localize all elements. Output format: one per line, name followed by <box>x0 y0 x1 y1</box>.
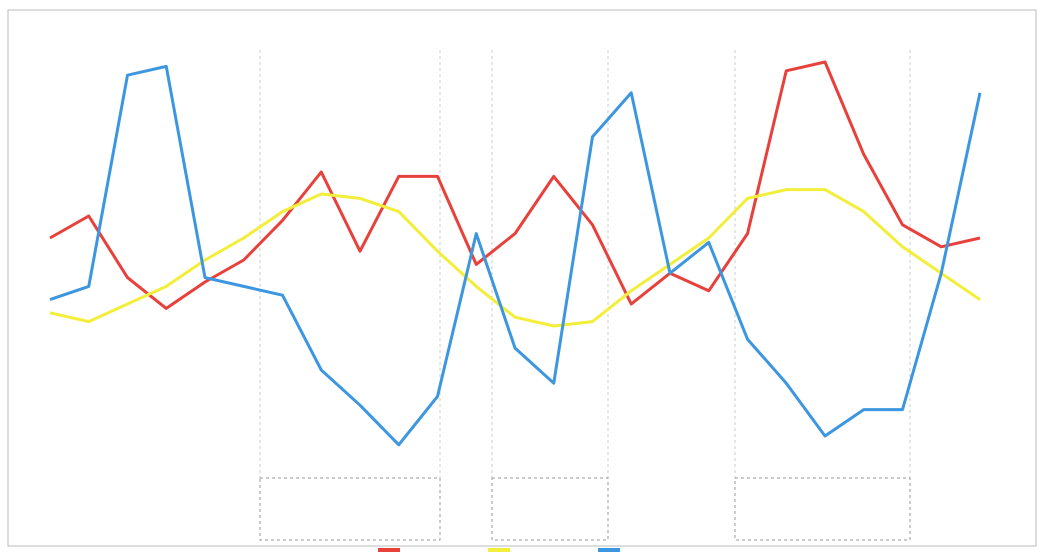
region-box <box>734 477 911 541</box>
series-line <box>49 188 981 328</box>
series-line <box>49 64 982 447</box>
legend-swatch <box>378 548 400 552</box>
region-box <box>259 477 441 541</box>
highlight-regions <box>259 50 911 541</box>
legend-swatch <box>488 548 510 552</box>
chart-frame <box>7 9 1037 547</box>
legend-swatch <box>598 548 620 552</box>
series-line <box>49 60 981 310</box>
region-box <box>491 477 609 541</box>
legend <box>378 548 620 552</box>
